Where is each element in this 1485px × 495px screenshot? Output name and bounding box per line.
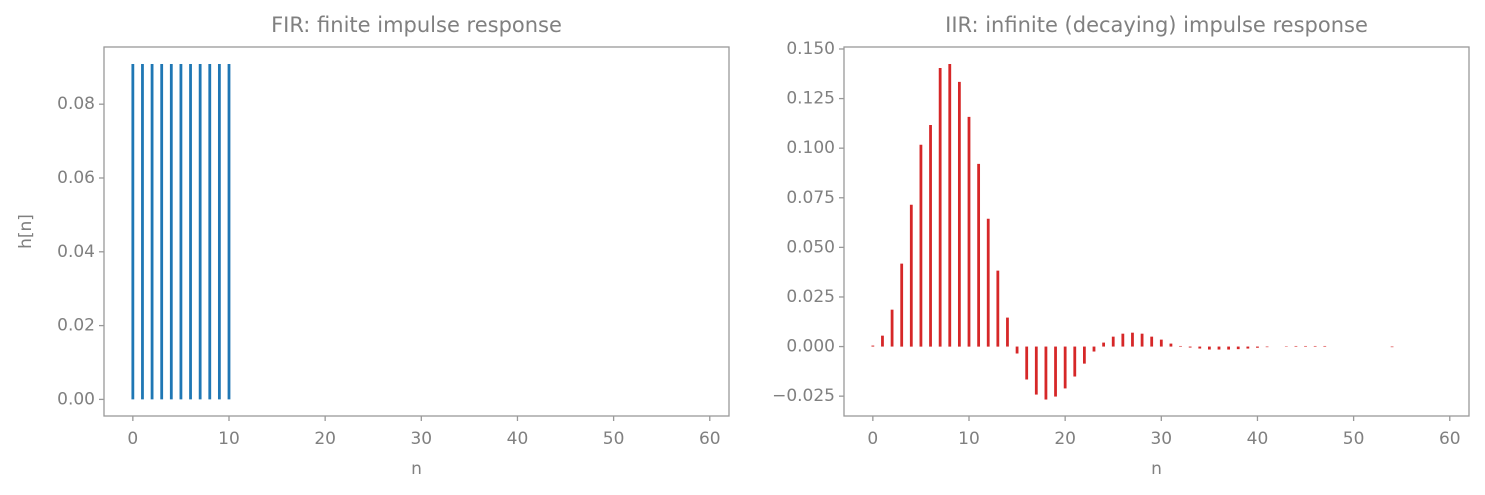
y-tick-label: 0.150 <box>786 39 835 59</box>
y-tick-label: 0.08 <box>57 94 95 114</box>
y-tick-label: 0.00 <box>57 389 95 409</box>
axes-frame <box>103 46 730 417</box>
x-axis-label: n <box>411 459 422 479</box>
x-tick-label: 0 <box>127 429 138 449</box>
y-tick-label: 0.125 <box>786 89 835 109</box>
y-tick-label: 0.050 <box>786 237 835 257</box>
y-tick-label: 0.02 <box>57 316 95 336</box>
x-tick-label: 10 <box>958 429 980 449</box>
y-axis-label: h[n] <box>16 214 36 249</box>
y-tick-label: 0.100 <box>786 138 835 158</box>
chart-title: IIR: infinite (decaying) impulse respons… <box>945 13 1368 37</box>
x-tick-label: 20 <box>1054 429 1076 449</box>
x-tick-label: 20 <box>314 429 336 449</box>
x-tick-label: 30 <box>410 429 432 449</box>
chart-title: FIR: finite impulse response <box>271 13 562 37</box>
x-tick-label: 0 <box>867 429 878 449</box>
y-tick-label: 0.06 <box>57 168 95 188</box>
y-tick-label: 0.025 <box>786 287 835 307</box>
y-tick-label: 0.075 <box>786 188 835 208</box>
y-tick-label: −0.025 <box>772 386 835 406</box>
x-tick-label: 60 <box>699 429 721 449</box>
x-tick-label: 50 <box>603 429 625 449</box>
x-tick-label: 10 <box>218 429 240 449</box>
x-tick-label: 30 <box>1150 429 1172 449</box>
y-tick-label: 0.04 <box>57 242 95 262</box>
axes-frame <box>843 46 1470 417</box>
x-tick-label: 40 <box>507 429 529 449</box>
x-tick-label: 50 <box>1343 429 1365 449</box>
y-tick-label: 0.000 <box>786 337 835 357</box>
x-tick-label: 60 <box>1439 429 1461 449</box>
x-axis-label: n <box>1151 459 1162 479</box>
x-tick-label: 40 <box>1247 429 1269 449</box>
